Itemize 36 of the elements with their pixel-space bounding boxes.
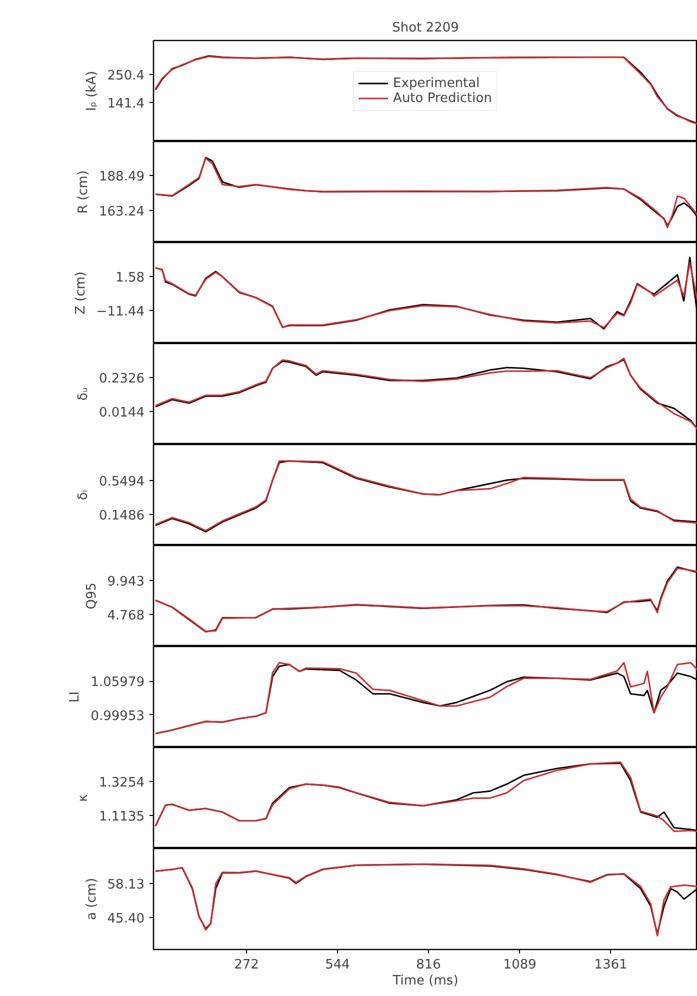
- y-axis-title: a (cm): [84, 878, 100, 920]
- y-axis-title: Iₚ (kA): [84, 70, 100, 112]
- y-tick-label: 45.40: [107, 912, 144, 926]
- y-tick-label: 163.24: [99, 204, 145, 220]
- y-tick-label: 4.768: [107, 608, 144, 624]
- x-tick-label: 544: [325, 958, 350, 972]
- y-tick-label: 1.58: [116, 270, 145, 286]
- y-axis-title: R (cm): [76, 170, 92, 214]
- x-tick-label: 272: [234, 958, 259, 972]
- y-tick-label: 0.1486: [99, 508, 145, 524]
- y-axis-title: δᵢ: [76, 490, 92, 500]
- x-tick-label: 1361: [594, 958, 628, 972]
- y-axis-title: Z (cm): [73, 271, 88, 314]
- y-tick-label: 1.3254: [99, 776, 145, 790]
- y-tick-label: 58.13: [107, 877, 144, 892]
- y-tick-label: 188.49: [99, 170, 145, 185]
- y-tick-label: 9.943: [107, 574, 144, 590]
- legend-label: Experimental: [393, 76, 480, 90]
- y-tick-label: 0.0144: [99, 406, 145, 420]
- y-axis-title: LI: [68, 691, 83, 703]
- x-tick-label: 816: [416, 958, 441, 972]
- y-tick-label: 0.2326: [99, 372, 145, 386]
- y-axis-title: κ: [76, 794, 92, 802]
- y-axis-title: Q95: [84, 582, 100, 610]
- x-axis-title: Time (ms): [392, 974, 458, 988]
- y-axis-title: δᵤ: [76, 387, 92, 401]
- legend-label: Auto Prediction: [393, 90, 492, 106]
- x-tick-label: 1089: [503, 958, 536, 972]
- y-tick-label: 1.05979: [90, 675, 145, 690]
- y-tick-label: −11.44: [96, 304, 144, 320]
- y-tick-label: 1.1135: [99, 809, 145, 824]
- chart-title: Shot 2209: [392, 20, 459, 36]
- y-tick-label: 0.99953: [90, 708, 145, 724]
- y-tick-label: 250.4: [107, 68, 144, 84]
- y-tick-label: 141.4: [107, 96, 144, 112]
- y-tick-label: 0.5494: [99, 474, 145, 490]
